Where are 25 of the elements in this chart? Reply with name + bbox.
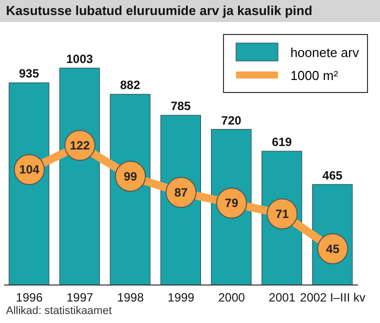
data-label: 1003 — [66, 52, 94, 66]
data-label: 79 — [224, 196, 239, 210]
x-tick-label: 2001 — [268, 290, 296, 305]
legend-label: hoonete arv — [290, 44, 359, 60]
chart-title: Kasutusse lubatud eluruumide arv ja kasulik pind — [0, 0, 380, 22]
data-label: 45 — [326, 242, 340, 256]
x-tick-label: 1999 — [168, 290, 195, 305]
data-label: 785 — [170, 99, 192, 114]
data-label: 465 — [322, 168, 343, 182]
data-label: 720 — [221, 113, 242, 128]
x-tick-label: 1996 — [16, 290, 43, 305]
data-label: 619 — [272, 135, 292, 150]
legend-label: 1000 m² — [290, 68, 338, 82]
data-label: 99 — [124, 169, 138, 184]
x-tick-label: 1998 — [117, 290, 144, 305]
data-label: 87 — [174, 185, 188, 200]
x-tick-label: 2000 — [218, 290, 246, 305]
data-label: 104 — [19, 162, 40, 177]
x-tick-label: 2002 I–III kv — [300, 290, 366, 305]
data-label: 122 — [70, 138, 90, 152]
x-tick-label: 1997 — [66, 290, 94, 305]
data-label: 882 — [120, 78, 140, 92]
text: Allikad: statistikaamet — [6, 305, 112, 317]
data-label: 935 — [18, 66, 40, 81]
data-label: 71 — [275, 206, 290, 221]
